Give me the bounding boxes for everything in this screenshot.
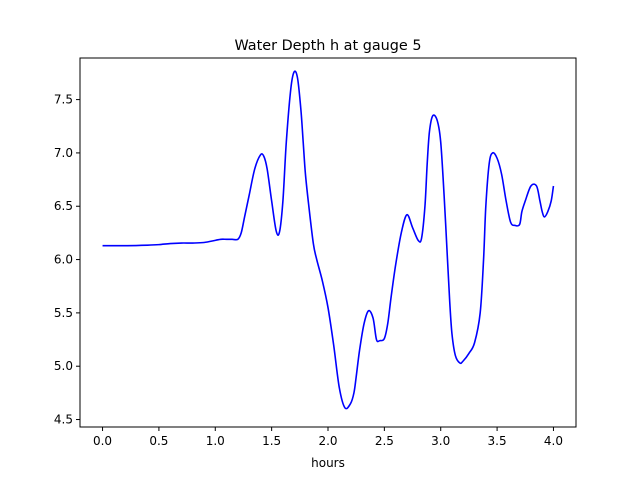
y-tick-label: 6.5 — [54, 199, 73, 213]
x-tick-label: 2.5 — [375, 434, 394, 448]
chart-title: Water Depth h at gauge 5 — [234, 38, 421, 54]
x-tick-label: 0.0 — [93, 434, 112, 448]
x-tick-label: 1.0 — [206, 434, 225, 448]
x-axis: 0.0 0.5 1.0 1.5 2.0 2.5 3.0 3.5 4.0 — [93, 427, 563, 448]
y-tick-label: 5.5 — [54, 306, 73, 320]
x-tick-label: 3.5 — [488, 434, 507, 448]
x-tick-label: 2.0 — [318, 434, 337, 448]
y-tick-label: 7.0 — [54, 146, 73, 160]
x-tick-label: 4.0 — [544, 434, 563, 448]
x-tick-label: 3.0 — [431, 434, 450, 448]
y-tick-label: 7.5 — [54, 93, 73, 107]
series-layer — [102, 70, 555, 410]
series-line — [102, 70, 555, 410]
y-tick-label: 4.5 — [54, 413, 73, 427]
x-axis-label: hours — [311, 456, 345, 470]
y-tick-label: 5.0 — [54, 359, 73, 373]
y-tick-label: 6.0 — [54, 253, 73, 267]
x-tick-label: 0.5 — [149, 434, 168, 448]
x-tick-label: 1.5 — [262, 434, 281, 448]
y-axis: 4.5 5.0 5.5 6.0 6.5 7.0 7.5 — [54, 93, 80, 427]
